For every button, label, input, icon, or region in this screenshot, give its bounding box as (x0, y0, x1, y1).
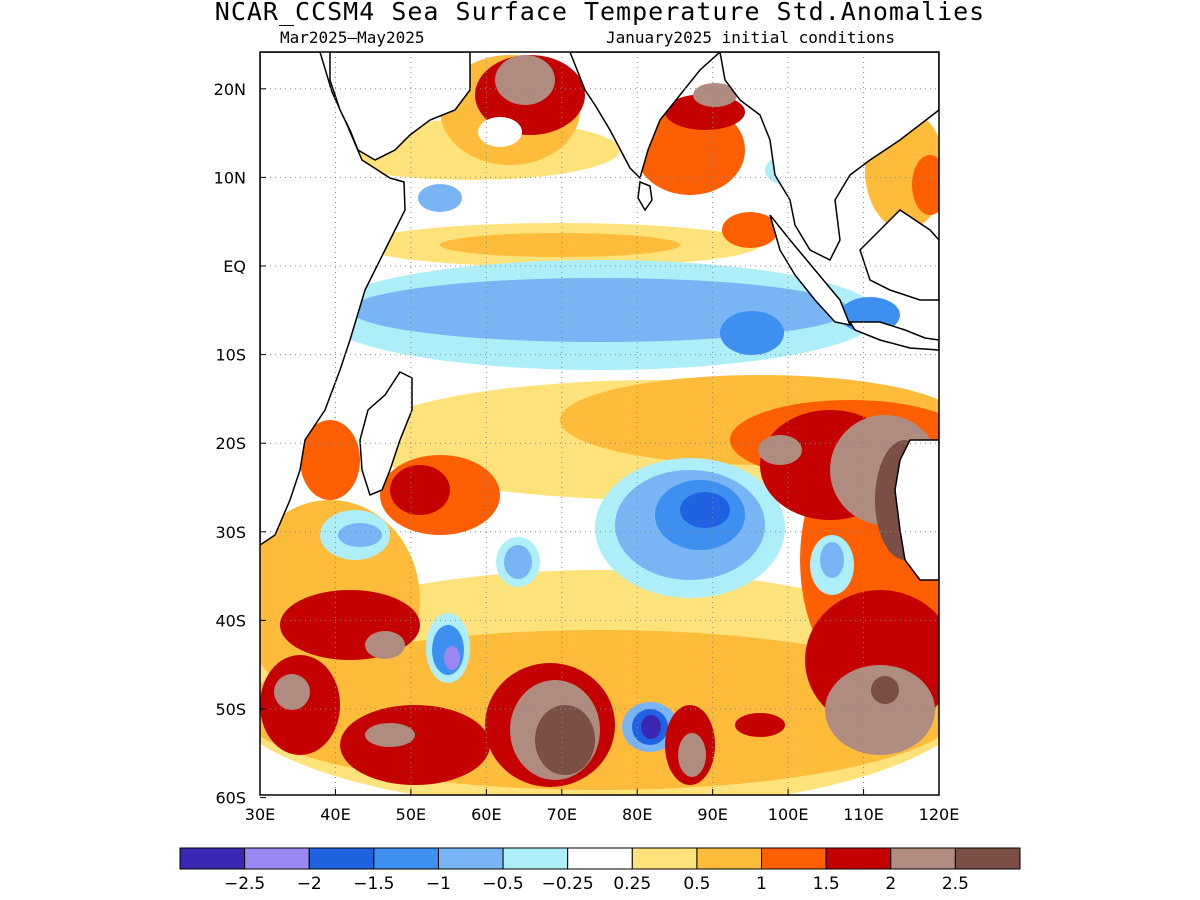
cool-anomaly-layer (320, 152, 900, 752)
contour-region (820, 542, 844, 578)
lon-tick-label: 80E (622, 805, 652, 824)
plot-frame (259, 51, 940, 796)
latitude-axis: 20N 10N EQ 10S 20S 30S 40S 50S 60S (214, 80, 266, 808)
colorbar-label: 2 (885, 874, 896, 894)
lat-tick-label: 50S (215, 700, 246, 719)
colorbar-swatch (761, 847, 827, 870)
land-mask (260, 52, 939, 581)
contour-region (365, 723, 415, 747)
arabia-land (329, 52, 471, 161)
contour-region (504, 545, 532, 579)
lat-tick-label: 60S (215, 789, 246, 808)
colorbar-label: −2.5 (224, 874, 265, 894)
colorbar-label: 1.5 (813, 874, 840, 894)
lon-tick-label: 120E (919, 805, 960, 824)
lat-tick-label: 20N (214, 80, 246, 99)
colorbar-label: 0.5 (683, 874, 710, 894)
colorbar-swatch (308, 847, 375, 870)
colorbar-label: 0.25 (613, 874, 651, 894)
colorbar-swatch (954, 847, 1021, 870)
contour-region (735, 713, 785, 737)
colorbar-label: −1.5 (353, 874, 394, 894)
colorbar-swatch (179, 847, 246, 870)
colorbar-label: −0.5 (482, 874, 523, 894)
lon-tick-label: 30E (245, 805, 275, 824)
lat-tick-label: 10N (214, 168, 246, 187)
contour-region (678, 733, 706, 777)
lon-tick-label: 60E (471, 805, 501, 824)
madagascar-land (359, 371, 413, 497)
lon-tick-label: 90E (697, 805, 727, 824)
contour-region (478, 117, 522, 147)
australia-land (894, 439, 939, 581)
colorbar-label: 1 (756, 874, 767, 894)
lon-tick-label: 70E (547, 805, 577, 824)
map-title: NCAR_CCSM4 Sea Surface Temperature Std.A… (214, 0, 986, 26)
lat-tick-label: EQ (223, 257, 246, 276)
contour-region (440, 233, 680, 257)
anomaly-field (260, 52, 939, 795)
lat-tick-label: 20S (215, 434, 246, 453)
colorbar-label: 2.5 (942, 874, 969, 894)
colorbar-swatch (437, 847, 504, 870)
borneo-land (859, 209, 939, 301)
burma-malaya-land (719, 52, 939, 262)
sri-lanka-land (637, 180, 653, 212)
contour-region (641, 715, 661, 739)
contour-region (340, 705, 490, 785)
colorbar-swatch (567, 847, 633, 870)
contour-region (912, 155, 939, 215)
sumatra-land (769, 214, 852, 327)
contour-region (444, 646, 460, 670)
colorbar-label: −1 (426, 874, 451, 894)
lat-tick-label: 10S (215, 346, 246, 365)
colorbar-label: −2 (297, 874, 322, 894)
initial-conditions-label: January2025 initial conditions (606, 28, 895, 47)
contour-region (300, 420, 360, 500)
contour-region (535, 705, 595, 775)
java-land (848, 321, 939, 351)
lat-tick-label: 40S (215, 611, 246, 630)
colorbar-swatch (890, 847, 956, 870)
lon-tick-label: 110E (843, 805, 884, 824)
lon-tick-label: 50E (396, 805, 426, 824)
colorbar-label: −0.25 (542, 874, 594, 894)
colorbar-swatch (631, 847, 698, 870)
contour-region (365, 631, 405, 659)
contour-region (495, 55, 555, 105)
contour-region (722, 212, 778, 248)
colorbar-swatch (825, 847, 892, 870)
contour-region (338, 523, 382, 547)
contour-region (720, 311, 784, 355)
lat-tick-label: 30S (215, 523, 246, 542)
contour-region (390, 465, 450, 515)
colorbar: −2.5 −2 −1.5 −1 −0.5 −0.25 0.25 0.5 1 1.5 2 2.5 (179, 847, 1021, 894)
contour-region (274, 674, 310, 710)
colorbar-swatch (373, 847, 439, 870)
india-land (569, 52, 722, 180)
lon-tick-label: 40E (320, 805, 350, 824)
forecast-period: Mar2025–May2025 (280, 28, 425, 47)
colorbar-swatch (696, 847, 763, 870)
contour-region (680, 492, 730, 528)
contour-region (825, 665, 935, 755)
gridlines (260, 52, 939, 795)
colorbar-swatch (244, 847, 310, 870)
lon-tick-label: 100E (768, 805, 809, 824)
longitude-axis: 30E 40E 50E 60E 70E 80E 90E 100E 110E 120E (245, 789, 960, 824)
contour-region (758, 435, 802, 465)
colorbar-swatch (502, 847, 569, 870)
contour-region (418, 184, 462, 212)
contour-region (871, 676, 899, 704)
